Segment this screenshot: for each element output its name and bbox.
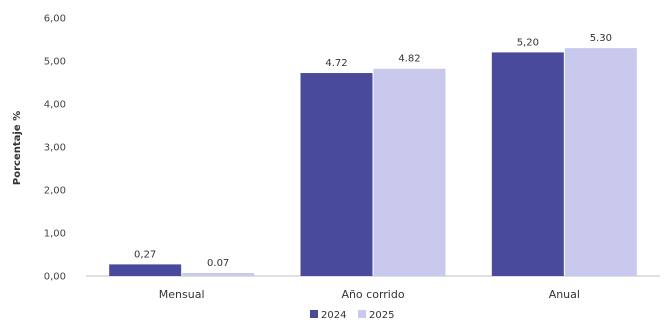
bar-2025-2: [564, 48, 637, 276]
legend-swatch: [310, 310, 318, 318]
category-labels-group: Mensual Año corrido Anual: [159, 288, 580, 301]
y-axis-title-group: Porcentaje %: [12, 111, 23, 185]
legend-swatch: [358, 310, 366, 318]
category-label: Anual: [549, 288, 580, 301]
bar-2024-2: [491, 52, 564, 277]
y-tick-label: 2,00: [44, 186, 66, 197]
bars-group: [109, 48, 637, 277]
data-label: 4.82: [398, 54, 420, 65]
legend-label: 2025: [369, 310, 394, 321]
data-label: 0.07: [207, 258, 229, 269]
y-tick-label: 5,00: [44, 57, 66, 68]
data-label: 5,20: [517, 37, 539, 48]
y-axis-ticks: 0,00 1,00 2,00 3,00 4,00 5,00 6,00: [44, 14, 66, 283]
legend: 2024 2025: [310, 310, 394, 321]
bar-2024-1: [300, 73, 373, 276]
category-label: Año corrido: [341, 288, 404, 301]
data-label: 0,27: [134, 249, 156, 260]
bar-2025-0: [182, 272, 255, 276]
y-tick-label: 3,00: [44, 143, 66, 154]
bar-2025-1: [373, 68, 446, 277]
category-label: Mensual: [159, 288, 205, 301]
data-labels-group: 0,27 0.07 4.72 4.82 5,20 5.30: [134, 33, 612, 269]
data-label: 4.72: [325, 58, 347, 69]
y-tick-label: 0,00: [44, 272, 66, 283]
y-tick-label: 4,00: [44, 100, 66, 111]
legend-label: 2024: [321, 310, 346, 321]
bar-2024-0: [109, 264, 182, 276]
y-tick-label: 6,00: [44, 14, 66, 25]
y-tick-label: 1,00: [44, 229, 66, 240]
data-label: 5.30: [590, 33, 612, 44]
y-axis-label: Porcentaje %: [12, 111, 23, 185]
